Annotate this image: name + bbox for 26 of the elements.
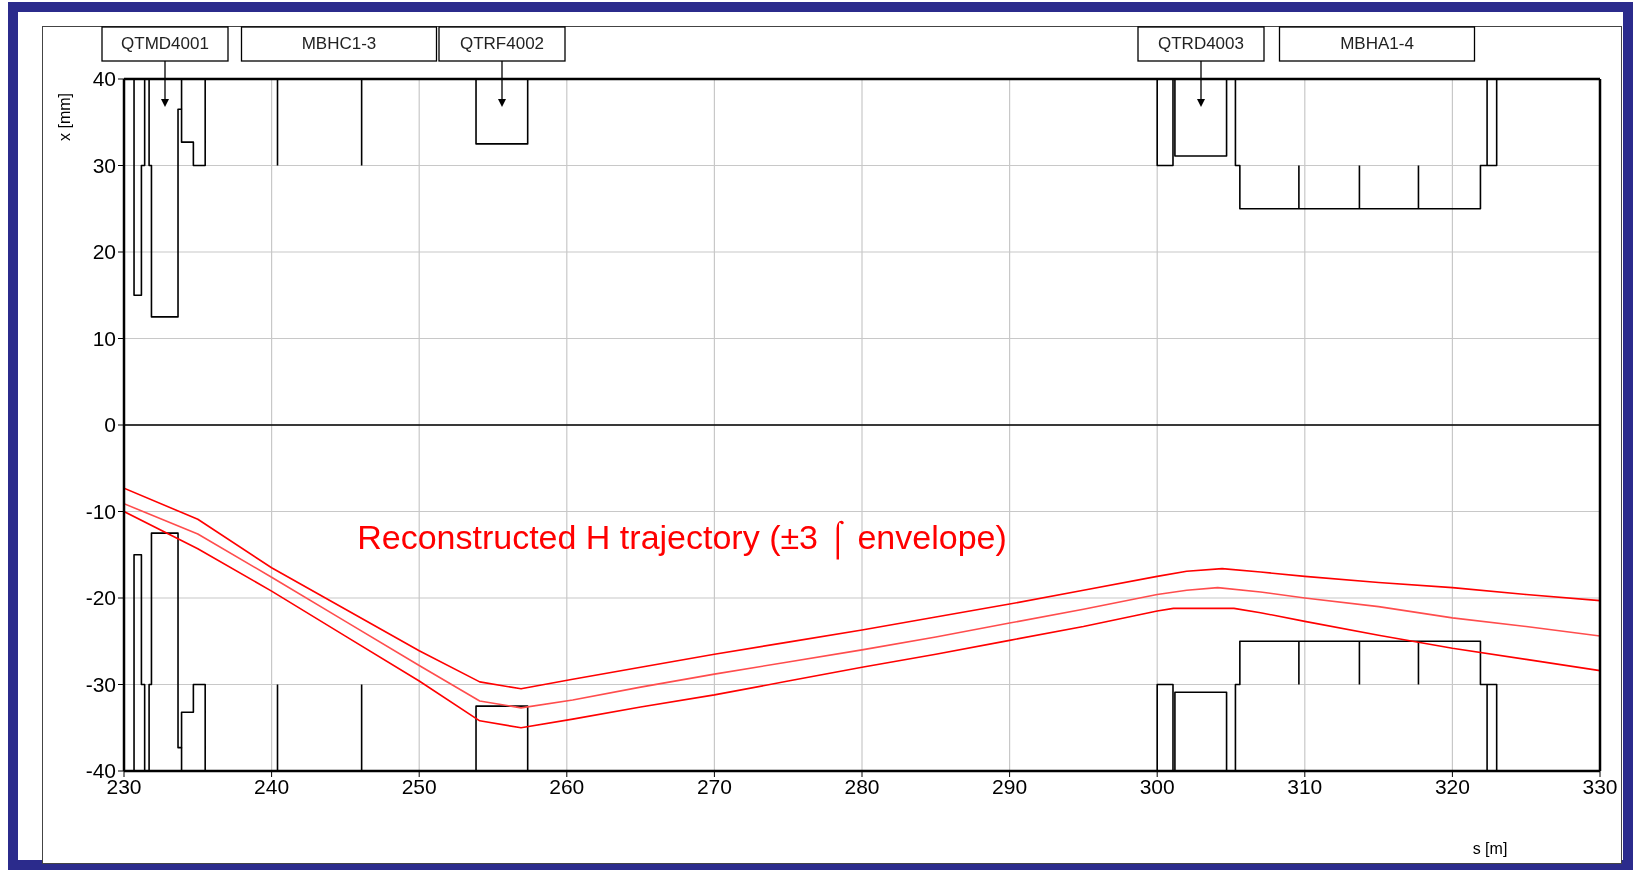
x-tick-label: 310 [1287,774,1323,798]
y-tick-label: 0 [104,413,116,437]
x-tick-label: 240 [254,774,290,798]
x-tick-label: 300 [1139,774,1175,798]
y-tick-label: -20 [85,586,116,610]
y-tick-label: 20 [92,240,116,264]
x-tick-label: 330 [1582,774,1618,798]
x-tick-label: 270 [696,774,732,798]
annotation: Reconstructed H trajectory (±3 ⌠ envelope) [357,517,1007,560]
y-tick-label: 40 [92,67,116,91]
y-tick-label: -30 [85,672,116,696]
y-tick-label: 30 [92,153,116,177]
y-tick-label: 10 [92,326,116,350]
text: QTRD4003 [1158,34,1244,54]
text: MBHA1-4 [1340,34,1414,54]
text: MBHC1-3 [301,34,377,54]
x-axis-title: s [m] [1472,840,1508,857]
x-tick-label: 260 [549,774,585,798]
text: QTMD4001 [121,34,209,54]
y-tick-label: -10 [85,499,116,523]
x-tick-label: 280 [844,774,880,798]
x-tick-label: 320 [1434,774,1470,798]
y-axis-title: x [mm] [56,93,74,141]
text: QTRF4002 [459,34,545,54]
x-tick-label: 290 [992,774,1028,798]
x-tick-label: 250 [401,774,437,798]
